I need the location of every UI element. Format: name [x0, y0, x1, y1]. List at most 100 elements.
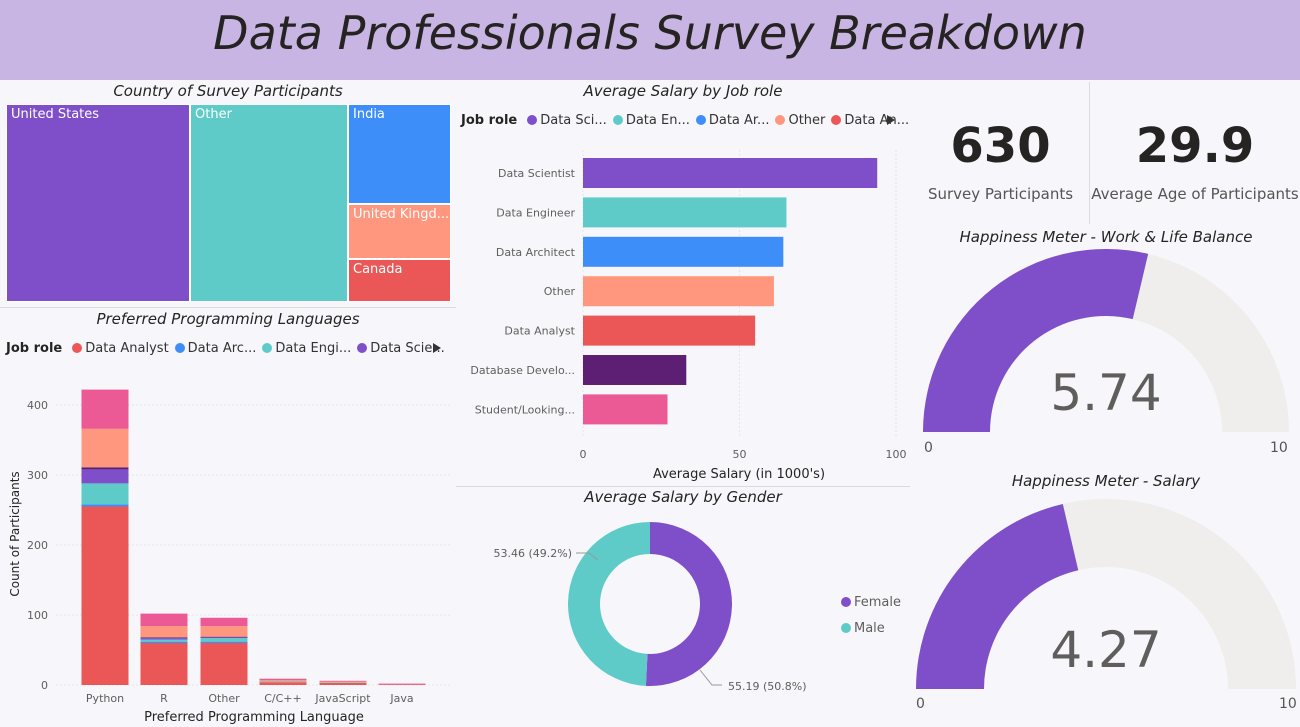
x-tick-label: Other [208, 692, 240, 705]
language-bar-segment[interactable] [320, 683, 367, 685]
x-tick-label: R [160, 692, 168, 705]
legend-label: Data An... [844, 113, 909, 128]
legend-dot[interactable] [841, 597, 851, 607]
legend-item[interactable]: Data Sci... [521, 113, 607, 128]
salary-bar[interactable] [583, 316, 755, 346]
language-bar-segment[interactable] [201, 638, 248, 642]
language-bar-segment[interactable] [379, 684, 426, 685]
legend-dot[interactable] [841, 623, 851, 633]
legend-item[interactable]: Data Engi... [256, 341, 351, 356]
x-tick-label: 50 [733, 448, 747, 461]
legend-label[interactable]: Female [854, 595, 901, 610]
gauge-value: 5.74 [1050, 364, 1161, 422]
salary-role-legend: Job role Data Sci... Data En... Data Ar... O… [461, 113, 909, 128]
salary-role-chart: 0 50 100 Data Scientist Data Engineer Data Ar… [456, 140, 910, 485]
salary-role-title: Average Salary by Job role [456, 82, 910, 100]
legend-label: Other [788, 113, 825, 128]
legend-next-icon[interactable] [886, 114, 896, 126]
language-bar-segment[interactable] [201, 626, 248, 637]
donut-data-label: 55.19 (50.8%) [728, 680, 807, 693]
legend-label: Data En... [626, 113, 690, 128]
x-tick-label: Python [86, 692, 124, 705]
legend-label: Data Engi... [275, 341, 351, 356]
y-tick-label: Student/Looking... [475, 403, 575, 416]
salary-bar[interactable] [583, 158, 877, 188]
language-bar-segment[interactable] [260, 682, 307, 685]
legend-dot [357, 343, 367, 353]
legend-item[interactable]: Data Ar... [690, 113, 770, 128]
legend-item[interactable]: Data En... [607, 113, 690, 128]
language-bar-segment[interactable] [320, 682, 367, 683]
gauge-work-min: 0 [924, 440, 933, 456]
salary-bar[interactable] [583, 355, 686, 385]
salary-bar[interactable] [583, 276, 774, 306]
y-tick-label: 400 [27, 399, 48, 412]
language-bar-segment[interactable] [260, 679, 307, 680]
legend-item[interactable]: Data Scie... [351, 341, 445, 356]
treemap-tile-united-states[interactable]: United States [6, 104, 190, 302]
language-bar-segment[interactable] [201, 642, 248, 643]
languages-title: Preferred Programming Languages [0, 310, 456, 328]
language-bar-segment[interactable] [141, 643, 188, 685]
language-bar-segment[interactable] [379, 684, 426, 685]
language-bar-segment[interactable] [82, 507, 129, 686]
language-bar-segment[interactable] [141, 626, 188, 637]
salary-bar[interactable] [583, 197, 786, 227]
treemap-label: United States [11, 107, 99, 122]
legend-dot [175, 343, 185, 353]
treemap-tile-canada[interactable]: Canada [348, 259, 451, 302]
language-bar-segment[interactable] [141, 637, 188, 638]
legend-dot [262, 343, 272, 353]
legend-item[interactable]: Data Analyst [66, 341, 168, 356]
treemap-label: Canada [353, 262, 402, 277]
legend-next-icon[interactable] [432, 342, 442, 354]
language-bar-segment[interactable] [320, 681, 367, 682]
language-bar-segment[interactable] [82, 429, 129, 468]
treemap-tile-other[interactable]: Other [190, 104, 348, 302]
legend-title: Job role [6, 341, 62, 356]
participants-label: Survey Participants [912, 185, 1089, 203]
language-bar-segment[interactable] [201, 618, 248, 626]
y-tick-label: 0 [41, 679, 48, 692]
language-bar-segment[interactable] [260, 680, 307, 681]
y-tick-label: 100 [27, 609, 48, 622]
treemap-label: Other [195, 107, 232, 122]
language-bar-segment[interactable] [201, 637, 248, 638]
legend-item[interactable]: Data Arc... [169, 341, 257, 356]
language-bar-segment[interactable] [141, 640, 188, 642]
language-bar-segment[interactable] [260, 682, 307, 683]
language-bar-segment[interactable] [82, 390, 129, 429]
gauge-salary-min: 0 [916, 696, 925, 712]
gender-title: Average Salary by Gender [456, 488, 910, 506]
treemap-label: India [353, 107, 385, 122]
salary-bar[interactable] [583, 394, 668, 424]
salary-bar[interactable] [583, 237, 783, 267]
language-bar-segment[interactable] [141, 642, 188, 643]
x-tick-label: 100 [886, 448, 907, 461]
legend-item[interactable]: Other [769, 113, 825, 128]
gauge-salary-max: 10 [1279, 696, 1297, 712]
donut-slice[interactable] [646, 522, 732, 686]
language-bar-segment[interactable] [141, 638, 188, 639]
gauge-value: 4.27 [1050, 621, 1161, 679]
language-bar-segment[interactable] [82, 483, 129, 504]
treemap-label: United Kingd... [353, 207, 449, 222]
legend-label: Data Arc... [188, 341, 257, 356]
legend-item[interactable]: Data An... [825, 113, 909, 128]
legend-dot [775, 115, 785, 125]
legend-label[interactable]: Male [854, 621, 885, 636]
treemap-tile-india[interactable]: India [348, 104, 451, 204]
legend-title: Job role [461, 113, 517, 128]
language-bar-segment[interactable] [141, 614, 188, 627]
language-bar-segment[interactable] [82, 469, 129, 483]
x-axis-label: Preferred Programming Language [144, 710, 364, 725]
donut-slice[interactable] [568, 522, 650, 686]
language-bar-segment[interactable] [320, 682, 367, 683]
language-bar-segment[interactable] [82, 467, 129, 469]
gauge-salary-chart: 4.27 [912, 490, 1300, 712]
language-bar-segment[interactable] [82, 504, 129, 506]
treemap-tile-united-kingdom[interactable]: United Kingd... [348, 204, 451, 259]
separator [0, 307, 456, 308]
language-bar-segment[interactable] [201, 637, 248, 638]
language-bar-segment[interactable] [201, 643, 248, 685]
